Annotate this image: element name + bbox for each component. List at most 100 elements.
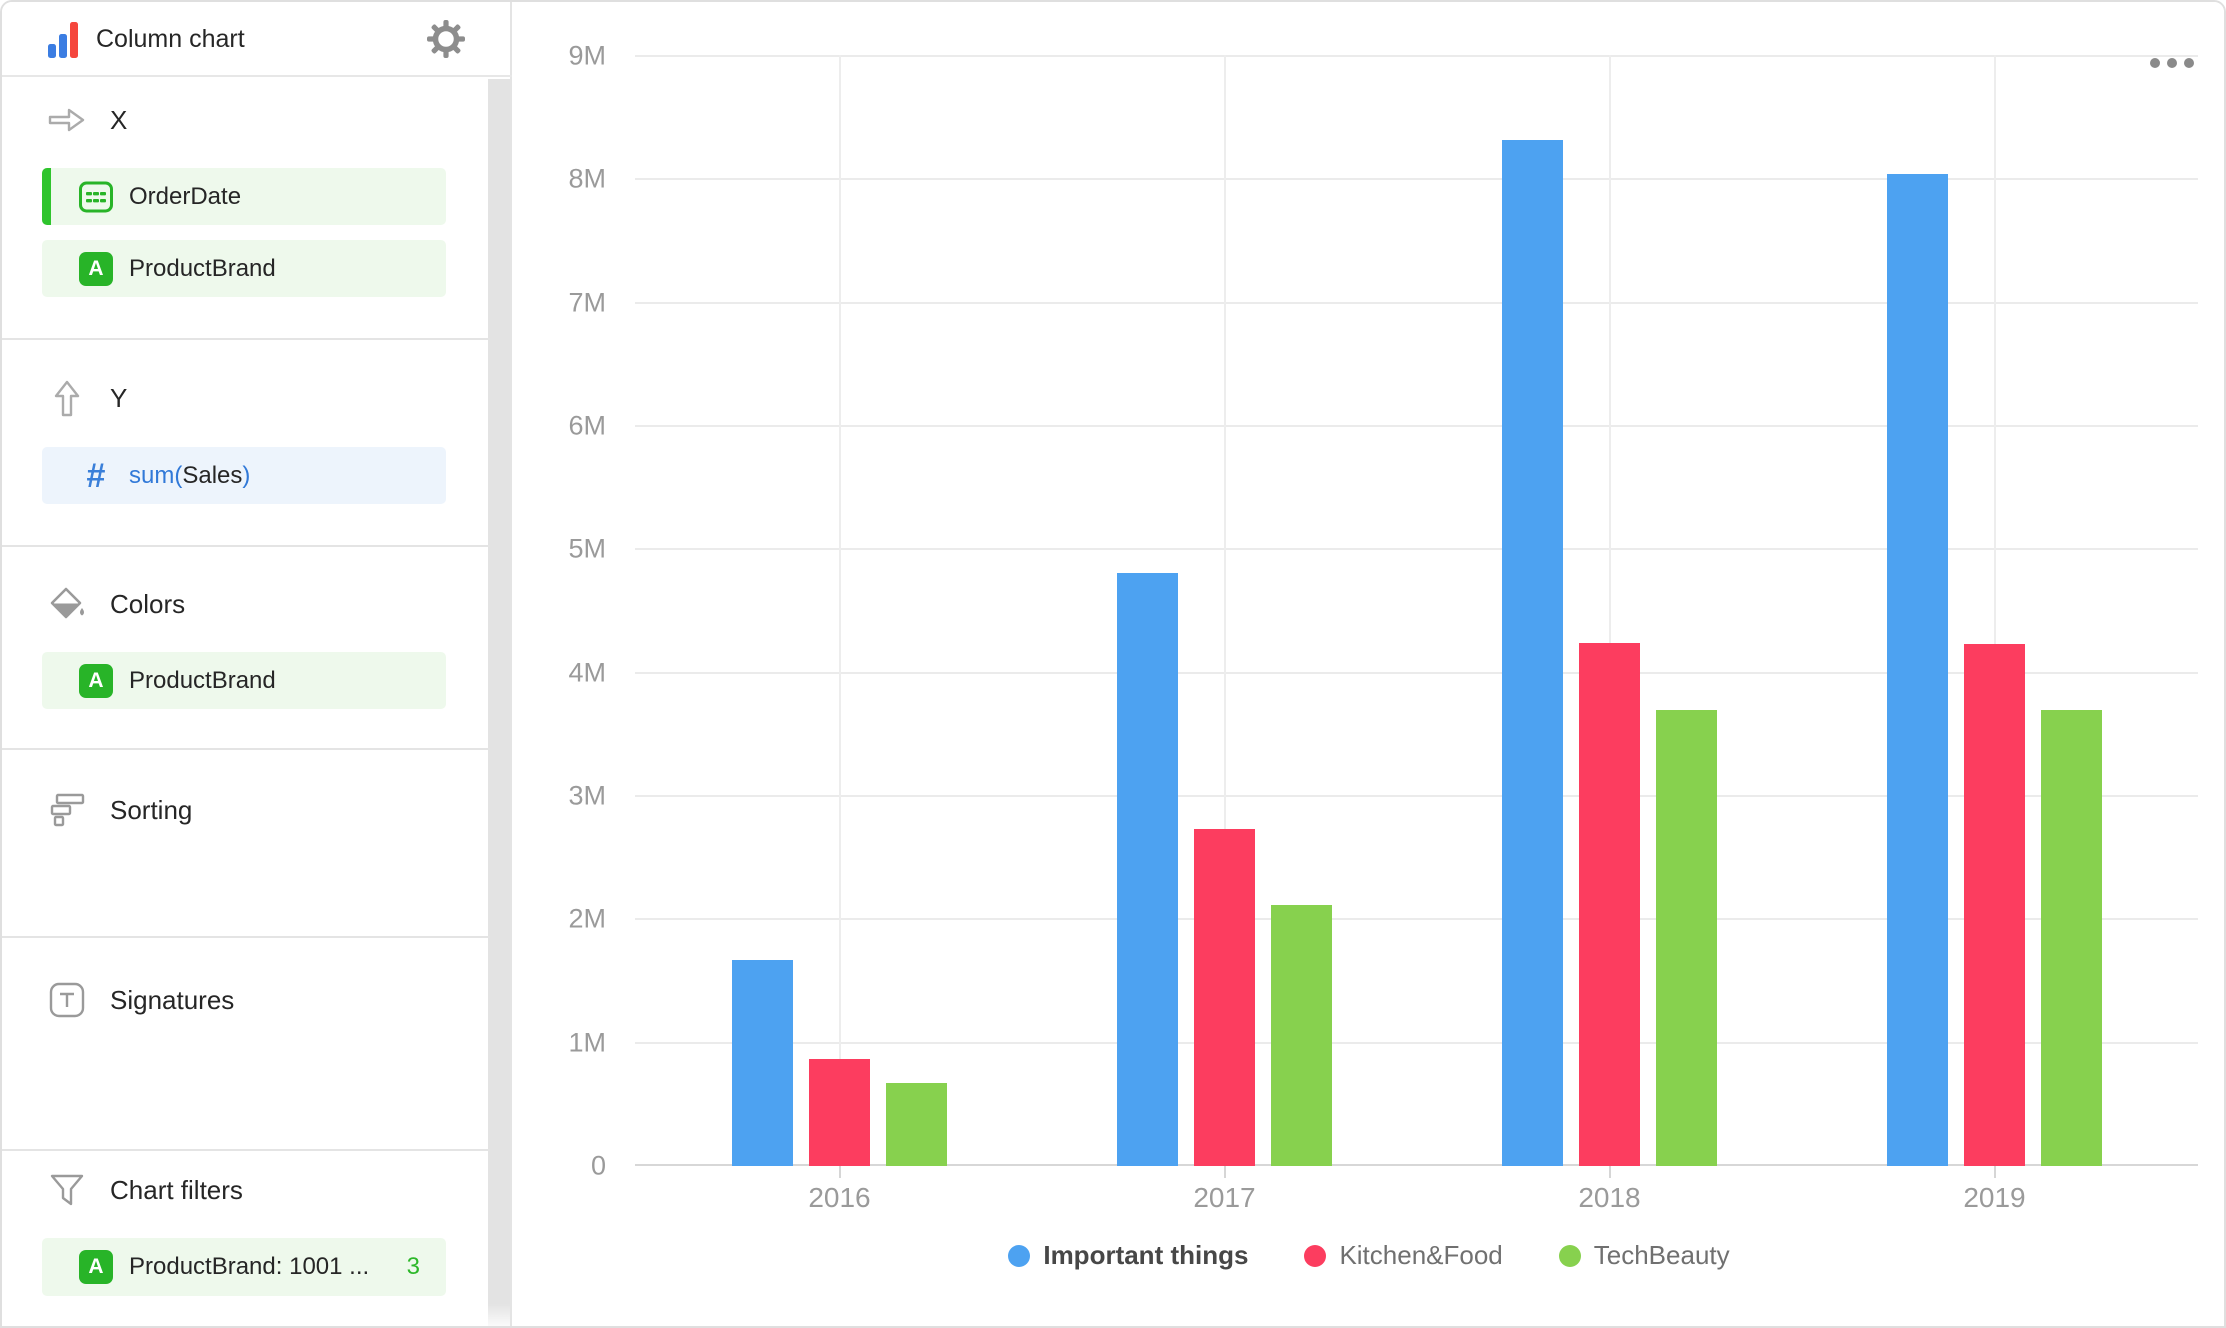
bar-2016-techbeauty[interactable]	[885, 1083, 947, 1166]
bar-2019-kitchen-food[interactable]	[1964, 644, 2025, 1166]
calendar-icon	[78, 179, 114, 215]
legend-item-techbeauty[interactable]: TechBeauty	[1558, 1240, 1730, 1271]
x-tick-mark	[1608, 1165, 1611, 1178]
sort-bars-icon	[46, 789, 88, 831]
legend-label: Important things	[1043, 1240, 1249, 1270]
x-field-productbrand[interactable]: A ProductBrand	[42, 240, 446, 297]
bar-2017-important-things[interactable]	[1116, 572, 1178, 1166]
legend-dot-icon	[1008, 1244, 1031, 1267]
hash-icon: #	[86, 456, 106, 495]
y-gridline	[635, 301, 2198, 304]
section-sorting-label: Sorting	[110, 794, 193, 825]
chart-preview-area: 0 1M 2M 3M 4M 5M 6M 7M 8M 9M 2016 2017 2018 2019 Impo…	[512, 2, 2224, 1326]
bar-2018-kitchen-food[interactable]	[1579, 643, 1640, 1166]
arrow-right-icon	[46, 99, 88, 141]
x-tick-label: 2018	[1578, 1182, 1641, 1213]
active-field-accent	[42, 168, 51, 225]
gear-icon[interactable]	[426, 19, 466, 59]
section-divider	[2, 338, 490, 340]
y-tick-label: 8M	[568, 163, 606, 194]
section-divider	[2, 545, 490, 547]
legend-item-kitchen-food[interactable]: Kitchen&Food	[1304, 1240, 1503, 1271]
y-gridline	[635, 671, 2198, 674]
x-gridline	[1993, 55, 1996, 1165]
y-gridline	[635, 55, 2198, 58]
filter-count-badge: 3	[406, 1253, 420, 1280]
field-label: ProductBrand	[129, 254, 276, 282]
chart-legend: Important things Kitchen&Food TechBeauty	[512, 1240, 2224, 1271]
legend-label: TechBeauty	[1593, 1240, 1730, 1270]
funnel-icon	[46, 1169, 88, 1211]
section-signatures-label: Signatures	[110, 984, 235, 1015]
bar-2016-important-things[interactable]	[731, 960, 793, 1166]
sidebar-header: Column chart	[2, 2, 512, 77]
y-tick-label: 9M	[568, 40, 606, 71]
y-tick-label: 0	[590, 1150, 606, 1181]
y-tick-label: 4M	[568, 657, 606, 688]
x-gridline	[838, 55, 841, 1165]
x-tick-label: 2019	[1963, 1182, 2026, 1213]
letter-a-icon: A	[78, 663, 114, 699]
x-gridline	[1223, 55, 1226, 1165]
y-gridline	[635, 1041, 2198, 1044]
y-tick-label: 3M	[568, 780, 606, 811]
x-tick-mark	[838, 1165, 841, 1178]
bar-2017-techbeauty[interactable]	[1270, 904, 1332, 1166]
y-gridline	[635, 918, 2198, 921]
field-label: ProductBrand	[129, 666, 276, 694]
x-axis-line	[635, 1164, 2198, 1166]
section-signatures[interactable]: Signatures	[46, 976, 234, 1024]
section-colors: Colors	[46, 580, 185, 628]
sidebar-bottom-fade	[2, 1304, 510, 1326]
bar-2016-kitchen-food[interactable]	[809, 1058, 870, 1166]
y-tick-label: 1M	[568, 1027, 606, 1058]
sidebar-scrollbar[interactable]	[488, 79, 510, 1326]
field-label: OrderDate	[129, 182, 242, 210]
section-y-label: Y	[110, 382, 128, 413]
section-divider	[2, 936, 490, 938]
y-gridline	[635, 795, 2198, 797]
paint-bucket-icon	[46, 583, 88, 625]
bar-chart-icon	[48, 22, 78, 58]
section-divider	[2, 1149, 490, 1151]
x-tick-label: 2016	[808, 1182, 871, 1213]
section-x-label: X	[110, 104, 128, 135]
legend-label: Kitchen&Food	[1339, 1240, 1503, 1270]
field-label: sum(Sales)	[129, 461, 251, 489]
y-tick-label: 5M	[568, 533, 606, 564]
x-tick-mark	[1223, 1165, 1226, 1178]
y-gridline	[635, 178, 2198, 181]
colors-field-productbrand[interactable]: A ProductBrand	[42, 652, 446, 709]
arrow-up-icon	[46, 377, 88, 419]
section-colors-label: Colors	[110, 588, 186, 619]
y-gridline	[635, 548, 2198, 551]
bar-2019-important-things[interactable]	[1886, 174, 1948, 1166]
letter-a-icon: A	[78, 1249, 114, 1285]
legend-dot-icon	[1558, 1244, 1581, 1267]
y-gridline	[635, 425, 2198, 428]
y-tick-label: 2M	[568, 903, 606, 934]
bar-2018-techbeauty[interactable]	[1655, 709, 1717, 1166]
y-field-sum-sales[interactable]: # sum(Sales)	[42, 447, 446, 504]
y-tick-label: 7M	[568, 287, 606, 318]
x-gridline	[1608, 55, 1611, 1165]
bar-2018-important-things[interactable]	[1501, 139, 1563, 1166]
y-tick-label: 6M	[568, 410, 606, 441]
legend-item-important-things[interactable]: Important things	[1008, 1240, 1248, 1271]
chart-type-title: Column chart	[96, 25, 245, 53]
bar-2017-kitchen-food[interactable]	[1194, 829, 1255, 1166]
section-x: X	[46, 96, 127, 144]
letter-a-icon: A	[78, 251, 114, 287]
section-y: Y	[46, 374, 127, 422]
bar-2019-techbeauty[interactable]	[2040, 709, 2102, 1166]
x-tick-label: 2017	[1193, 1182, 1256, 1213]
x-field-orderdate[interactable]: OrderDate	[42, 168, 446, 225]
ellipsis-menu-icon[interactable]	[2150, 58, 2194, 68]
text-in-box-icon	[46, 979, 88, 1021]
legend-dot-icon	[1304, 1244, 1327, 1267]
section-chart-filters-label: Chart filters	[110, 1174, 243, 1205]
filter-field-productbrand[interactable]: A ProductBrand: 1001 ... 3	[42, 1238, 446, 1296]
section-divider	[2, 748, 490, 750]
section-sorting[interactable]: Sorting	[46, 786, 192, 834]
